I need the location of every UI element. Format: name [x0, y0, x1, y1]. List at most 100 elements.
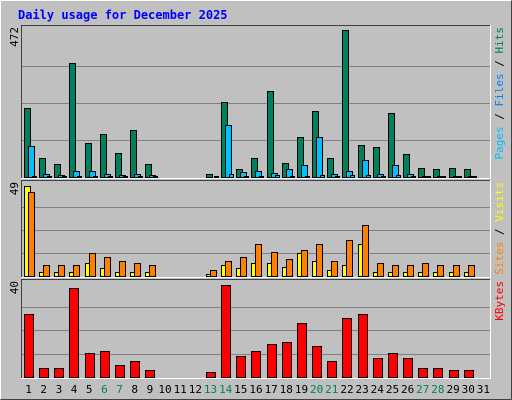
x-tick-label: 8: [131, 383, 138, 396]
x-tick-label: 7: [116, 383, 123, 396]
bar-hits-day-9: [145, 164, 152, 178]
bar-sites-day-14: [225, 261, 232, 277]
bar-kbytes-day-4: [69, 288, 79, 378]
legend-entry: /: [493, 107, 506, 127]
panel-legend: Sites / Visits: [493, 182, 506, 275]
bar-kbytes-day-30: [464, 370, 474, 378]
bar-sites-day-25: [392, 265, 399, 277]
bar-hits-day-2: [39, 158, 46, 178]
bar-pages-day-21: [335, 176, 340, 178]
bar-kbytes-day-13: [206, 372, 216, 378]
panel-visits-sites: 49 Sites / Visits: [8, 180, 506, 278]
bar-pages-day-7: [123, 176, 128, 178]
x-tick-label: 23: [355, 383, 368, 396]
legend-entry: Sites: [493, 242, 506, 275]
bar-sites-day-20: [316, 244, 323, 277]
bar-kbytes-day-27: [418, 368, 428, 378]
x-tick-label: 16: [249, 383, 262, 396]
x-tick-label: 29: [446, 383, 459, 396]
bar-pages-day-23: [366, 175, 371, 178]
panel-legend: Pages / Files / Hits: [493, 27, 506, 160]
bar-pages-day-13: [214, 176, 219, 178]
bar-sites-day-23: [362, 225, 369, 277]
bar-sites-day-1: [28, 192, 35, 277]
bar-sites-day-9: [149, 265, 156, 277]
bar-kbytes-day-8: [130, 361, 140, 378]
bar-hits-day-28: [433, 169, 440, 178]
bar-files-day-5: [89, 171, 96, 178]
x-tick-label: 21: [325, 383, 338, 396]
bar-pages-day-20: [320, 175, 325, 178]
bar-pages-day-17: [275, 175, 280, 178]
bar-files-day-14: [225, 125, 232, 178]
bar-sites-day-21: [331, 261, 338, 277]
bar-kbytes-day-16: [251, 351, 261, 378]
bar-pages-day-25: [396, 175, 401, 178]
bar-files-day-20: [316, 137, 323, 178]
bar-kbytes-day-26: [403, 358, 413, 378]
bar-kbytes-day-15: [236, 356, 246, 378]
bar-hits-day-19: [297, 137, 304, 178]
x-tick-label: 4: [71, 383, 78, 396]
x-tick-label: 22: [340, 383, 353, 396]
bar-pages-day-2: [47, 176, 52, 178]
bar-pages-day-26: [411, 176, 416, 178]
bar-hits-day-17: [267, 91, 274, 178]
bar-files-day-16: [255, 171, 262, 178]
y-max-label: 472: [8, 27, 21, 47]
x-tick-label: 6: [101, 383, 108, 396]
bar-sites-day-5: [89, 253, 96, 277]
bar-kbytes-day-22: [342, 318, 352, 378]
bar-pages-day-16: [259, 176, 264, 178]
bar-hits-day-1: [24, 108, 31, 178]
panel-kbytes: 40 KBytes: [8, 279, 506, 379]
bar-kbytes-day-18: [282, 342, 292, 378]
bar-pages-day-19: [305, 176, 310, 178]
bar-pages-day-8: [138, 176, 143, 178]
bar-sites-day-17: [271, 252, 278, 277]
bar-hits-day-24: [373, 147, 380, 178]
bar-pages-day-4: [77, 176, 82, 178]
bar-hits-day-29: [449, 168, 456, 178]
panel-hits-files-pages: 472 Pages / Files / Hits: [8, 25, 506, 179]
bar-sites-day-3: [58, 265, 65, 277]
bar-kbytes-day-1: [24, 314, 34, 378]
bar-files-day-18: [286, 169, 293, 178]
x-tick-label: 30: [462, 383, 475, 396]
bar-sites-day-4: [73, 265, 80, 277]
bar-pages-day-5: [93, 176, 98, 178]
bar-sites-day-30: [468, 265, 475, 277]
panel-legend: KBytes: [493, 281, 506, 321]
bar-sites-day-27: [422, 263, 429, 277]
legend-entry: Visits: [493, 182, 506, 222]
legend-entry: Hits: [493, 27, 506, 54]
bar-kbytes-day-5: [85, 353, 95, 378]
bar-files-day-4: [73, 171, 80, 178]
bar-hits-day-27: [418, 168, 425, 178]
bar-sites-day-19: [301, 250, 308, 277]
bar-kbytes-day-9: [145, 370, 155, 378]
x-tick-label: 11: [174, 383, 187, 396]
bar-kbytes-day-24: [373, 358, 383, 378]
bar-kbytes-day-25: [388, 353, 398, 378]
bar-sites-day-22: [346, 240, 353, 277]
bar-hits-day-4: [69, 63, 76, 178]
bar-pages-day-14: [229, 174, 234, 178]
bar-kbytes-day-23: [358, 314, 368, 378]
bar-pages-day-22: [350, 175, 355, 178]
x-axis-labels: 1 2 3 4 5 6 7 8 9 10 11 12 13 14 15 16 17 18 19 20 21 22 23 24 2…: [25, 383, 490, 396]
bar-files-day-19: [301, 165, 308, 178]
legend-entry: KBytes: [493, 281, 506, 321]
bar-sites-day-18: [286, 259, 293, 277]
bar-pages-day-15: [244, 176, 249, 178]
bar-hits-day-30: [464, 169, 471, 178]
bar-kbytes-day-20: [312, 346, 322, 378]
bar-sites-day-29: [453, 265, 460, 277]
bar-kbytes-day-17: [267, 344, 277, 378]
bar-sites-day-7: [119, 261, 126, 277]
bar-sites-day-26: [407, 265, 414, 277]
bar-pages-day-3: [62, 176, 67, 178]
bar-hits-day-6: [100, 134, 107, 178]
bar-pages-day-29: [457, 176, 462, 178]
